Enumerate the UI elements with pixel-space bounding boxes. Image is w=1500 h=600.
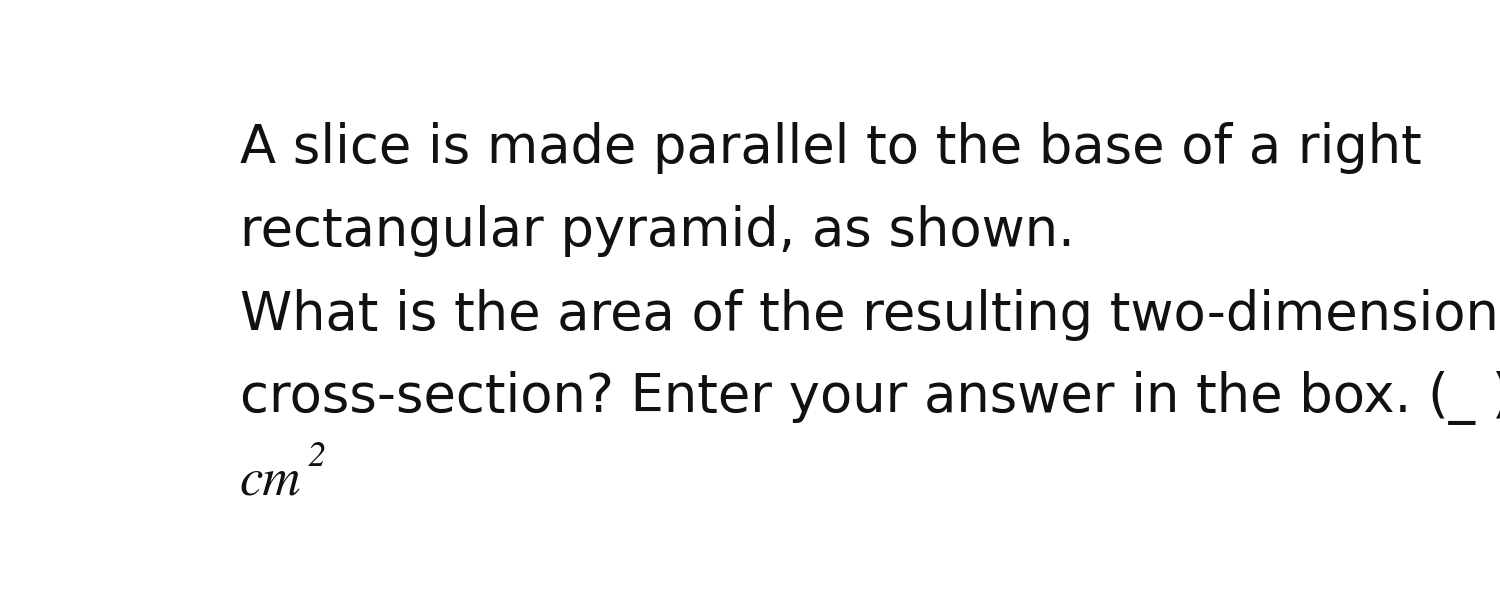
Text: rectangular pyramid, as shown.: rectangular pyramid, as shown. [240, 205, 1074, 257]
Text: A slice is made parallel to the base of a right: A slice is made parallel to the base of … [240, 122, 1422, 174]
Text: cm: cm [240, 457, 302, 505]
Text: What is the area of the resulting two-dimensional: What is the area of the resulting two-di… [240, 289, 1500, 341]
Text: cross-section? Enter your answer in the box. (_ ): cross-section? Enter your answer in the … [240, 371, 1500, 425]
Text: 2: 2 [308, 441, 326, 473]
